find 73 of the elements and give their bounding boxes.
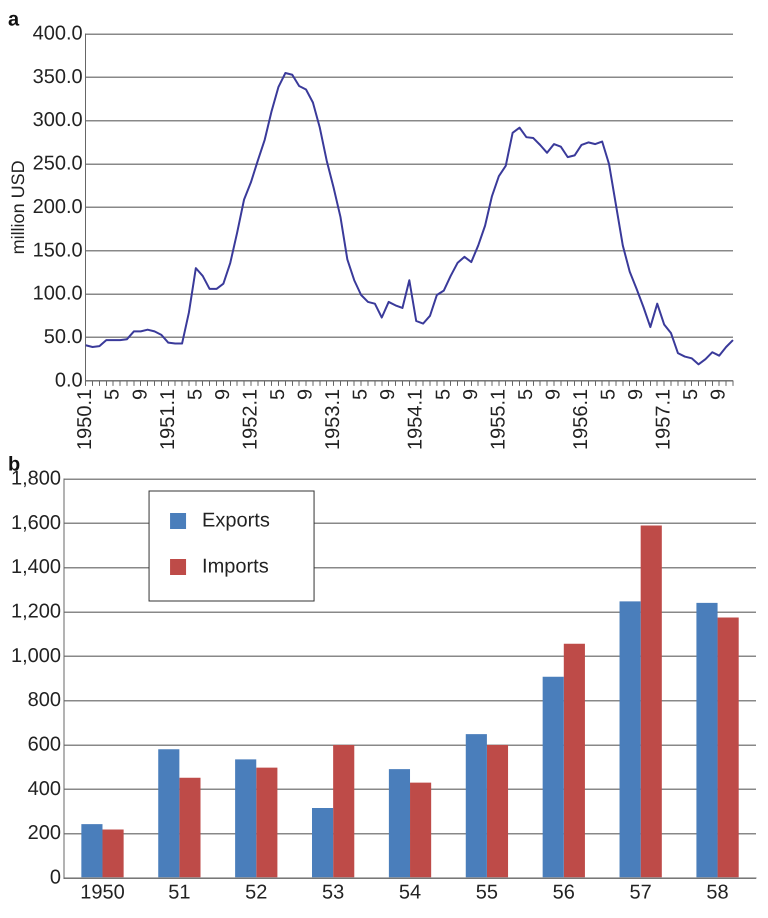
bar <box>466 734 487 878</box>
bar <box>81 824 102 878</box>
y-tick-label: 200.0 <box>32 196 83 218</box>
bar <box>410 782 432 878</box>
y-tick-label: 350.0 <box>32 66 83 88</box>
x-tick-label: 1956.1 <box>570 388 592 450</box>
y-tick-label: 1,200 <box>10 600 62 623</box>
x-tick-label: 51 <box>168 882 190 904</box>
x-tick-label: 9 <box>129 388 152 400</box>
bar <box>312 808 334 878</box>
y-tick-label: 0.0 <box>54 369 83 392</box>
y-tick-label: 1,600 <box>10 512 62 534</box>
bar <box>486 745 508 878</box>
y-tick-label: 1,400 <box>10 556 62 578</box>
bar <box>256 768 278 878</box>
y-tick-label: 800 <box>28 689 62 712</box>
y-tick-label: 200 <box>28 822 62 844</box>
bar <box>542 676 564 878</box>
x-tick-label: 9 <box>377 388 400 400</box>
x-tick-label: 9 <box>708 388 730 400</box>
y-tick-label: 0 <box>50 866 62 889</box>
x-tick-label: 1951.1 <box>156 388 179 450</box>
y-tick-label: 300.0 <box>32 109 83 132</box>
bar <box>158 749 180 878</box>
y-tick-label: 400 <box>28 778 62 800</box>
bar <box>179 778 201 878</box>
x-tick-label: 1954.1 <box>404 388 427 450</box>
x-tick-label: 9 <box>460 388 482 400</box>
bar <box>102 829 124 878</box>
x-tick-label: 9 <box>542 388 564 400</box>
bar <box>718 618 739 878</box>
y-tick-label: 1,000 <box>10 644 62 667</box>
x-tick-label: 53 <box>322 882 344 904</box>
x-tick-label: 5 <box>350 388 372 400</box>
x-tick-label: 55 <box>476 882 498 904</box>
x-tick-label: 1953.1 <box>322 388 344 450</box>
bar <box>620 601 641 878</box>
x-tick-label: 58 <box>706 882 729 904</box>
y-tick-label: 100.0 <box>32 282 83 305</box>
x-tick-label: 1957.1 <box>652 388 675 450</box>
x-tick-label: 5 <box>514 388 537 400</box>
y-tick-label: 400.0 <box>32 22 83 45</box>
x-tick-label: 5 <box>102 388 124 400</box>
legend-label: Imports <box>202 556 269 578</box>
y-tick-label: 600 <box>28 734 62 756</box>
y-axis-title: million USD <box>8 160 28 254</box>
x-tick-label: 5 <box>266 388 289 400</box>
x-tick-label: 54 <box>398 882 422 904</box>
y-tick-label: 50.0 <box>44 326 83 348</box>
x-tick-label: 5 <box>680 388 702 400</box>
bar <box>564 644 585 878</box>
x-tick-label: 57 <box>630 882 652 904</box>
bar <box>696 602 718 878</box>
x-tick-label: 5 <box>598 388 620 400</box>
legend-label: Exports <box>202 510 270 532</box>
y-tick-label: 250.0 <box>32 152 83 175</box>
bar <box>640 526 662 878</box>
bar <box>235 759 256 878</box>
x-tick-label: 1955.1 <box>487 388 510 450</box>
x-tick-label: 52 <box>245 882 268 904</box>
x-tick-label: 5 <box>184 388 206 400</box>
bar <box>388 769 410 878</box>
x-tick-label: 5 <box>432 388 454 400</box>
x-tick-label: 1950 <box>80 882 125 904</box>
bar <box>333 745 354 878</box>
x-tick-label: 1950.1 <box>74 388 96 450</box>
x-tick-label: 9 <box>625 388 648 400</box>
x-tick-label: 9 <box>212 388 234 400</box>
chart-title: a <box>8 8 20 31</box>
x-tick-label: 56 <box>552 882 575 904</box>
y-tick-label: 150.0 <box>32 239 83 262</box>
x-tick-label: 1952.1 <box>239 388 262 450</box>
x-tick-label: 9 <box>294 388 317 400</box>
